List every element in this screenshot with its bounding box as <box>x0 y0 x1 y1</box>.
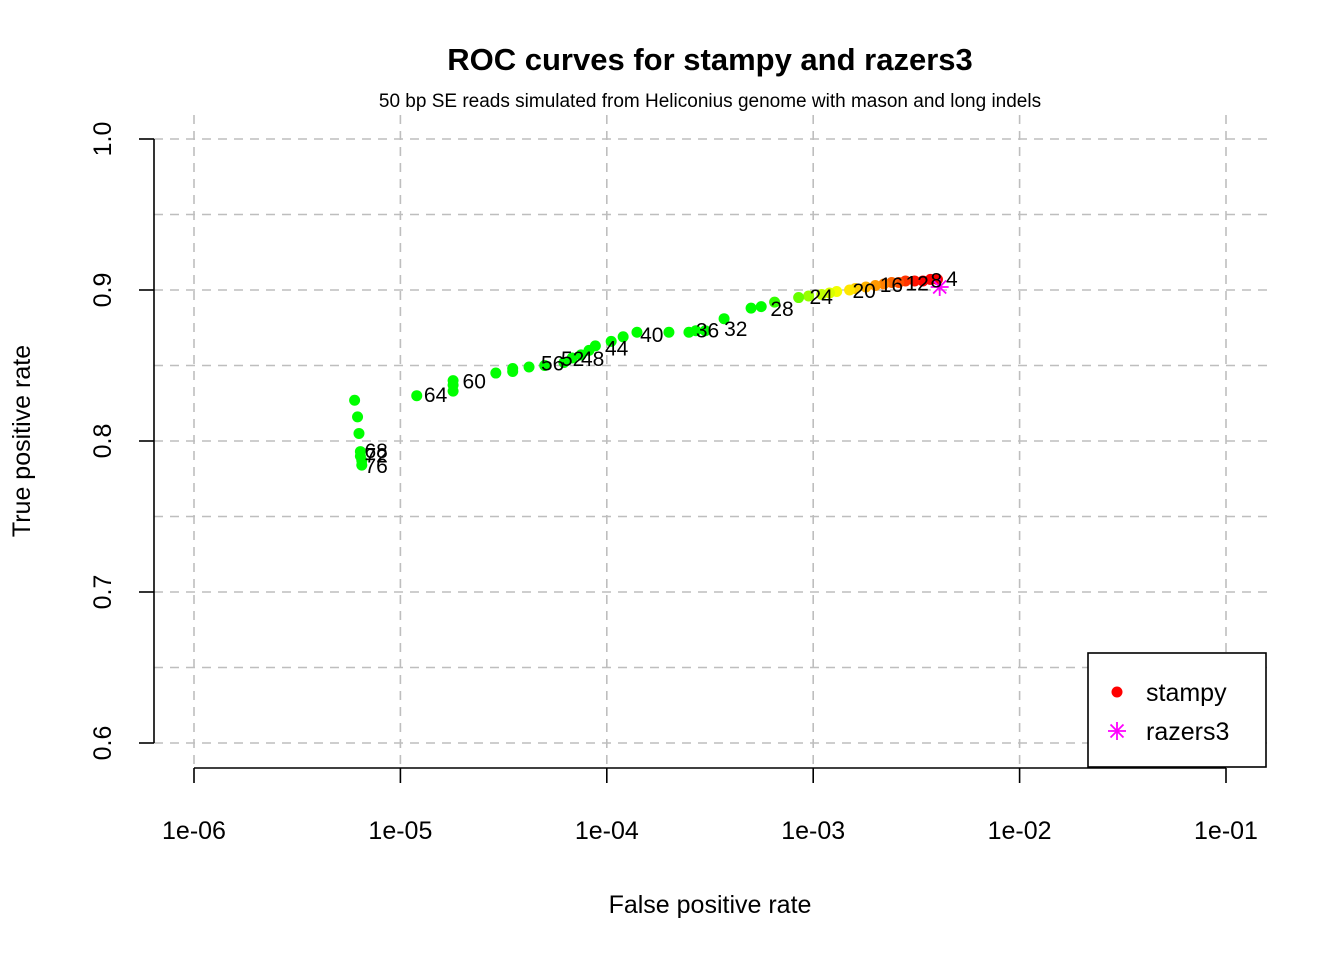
point-label: 12 <box>905 272 928 295</box>
stampy-point <box>523 361 535 373</box>
stampy-point <box>917 275 929 287</box>
stampy-point <box>909 275 921 287</box>
stampy-point <box>617 331 629 343</box>
stampy-point <box>352 411 364 423</box>
point-label: 44 <box>605 337 629 360</box>
legend-razers3-label: razers3 <box>1146 718 1229 746</box>
stampy-point <box>755 301 767 313</box>
razers3-point <box>930 277 949 296</box>
y-axis-title: True positive rate <box>8 345 36 537</box>
stampy-point <box>507 366 519 378</box>
stampy-point <box>558 356 570 368</box>
grid-lines <box>154 115 1268 768</box>
point-label: 8 <box>930 269 942 292</box>
y-tick-label: 0.8 <box>89 424 117 459</box>
point-label: 64 <box>424 384 448 407</box>
point-label: 32 <box>724 318 747 341</box>
x-tick-label: 1e-05 <box>368 817 432 845</box>
chart-subtitle: 50 bp SE reads simulated from Heliconius… <box>379 91 1041 112</box>
y-tick-label: 0.9 <box>89 273 117 308</box>
stampy-point <box>447 385 459 397</box>
point-label: 72 <box>365 445 388 468</box>
stampy-point <box>803 290 815 302</box>
stampy-point <box>539 360 551 371</box>
chart-title: ROC curves for stampy and razers3 <box>447 42 973 77</box>
point-label: 16 <box>880 274 903 297</box>
legend-razers3-marker <box>1108 722 1126 740</box>
stampy-point <box>566 352 578 364</box>
legend-razers3-asterisk <box>1108 722 1126 740</box>
stampy-point <box>878 278 890 290</box>
point-label: 24 <box>810 286 834 309</box>
data-points <box>349 273 949 471</box>
x-tick-label: 1e-01 <box>1194 817 1258 845</box>
point-label: 20 <box>852 280 875 303</box>
y-tick-label: 1.0 <box>89 122 117 157</box>
axes: 1e-06 1e-05 1e-04 1e-03 1e-02 1e-01 0.6 0.7 0.8 0… <box>89 122 1258 845</box>
stampy-point <box>844 284 856 296</box>
point-label: 4 <box>946 268 958 291</box>
legend-stampy-marker <box>1111 686 1123 698</box>
x-tick-label: 1e-02 <box>988 817 1052 845</box>
legend: stampy razers3 <box>1087 652 1267 768</box>
legend-stampy-label: stampy <box>1146 679 1227 707</box>
point-label: 76 <box>365 455 388 478</box>
point-label: 36 <box>696 319 719 342</box>
stampy-point <box>490 367 502 379</box>
stampy-point <box>605 335 617 347</box>
stampy-point <box>793 292 805 304</box>
legend-box <box>1087 652 1267 768</box>
stampy-point <box>869 279 881 291</box>
stampy-point <box>769 296 781 308</box>
stampy-point <box>663 326 675 338</box>
stampy-point <box>718 313 730 325</box>
stampy-point <box>353 427 365 439</box>
point-label: 68 <box>365 440 388 463</box>
y-tick-label: 0.6 <box>89 726 117 761</box>
stampy-point <box>816 289 828 301</box>
point-label: 40 <box>640 324 663 347</box>
stampy-point <box>349 394 361 406</box>
stampy-point <box>356 459 368 471</box>
y-tick-label: 0.7 <box>89 575 117 610</box>
stampy-point <box>683 326 695 338</box>
stampy-point <box>699 325 711 337</box>
point-label: 52 <box>561 348 584 371</box>
point-label: 48 <box>581 348 604 371</box>
x-tick-label: 1e-06 <box>162 817 226 845</box>
stampy-point <box>860 281 872 293</box>
stampy-point <box>411 390 423 402</box>
stampy-point <box>583 344 595 356</box>
point-label: 60 <box>463 371 486 394</box>
point-label: 28 <box>770 298 793 321</box>
stampy-point <box>575 349 587 361</box>
x-tick-label: 1e-04 <box>575 817 639 845</box>
stampy-point <box>745 302 757 314</box>
x-tick-label: 1e-03 <box>781 817 845 845</box>
point-label: 56 <box>541 352 564 375</box>
stampy-point <box>631 326 643 338</box>
x-axis-title: False positive rate <box>609 891 812 919</box>
